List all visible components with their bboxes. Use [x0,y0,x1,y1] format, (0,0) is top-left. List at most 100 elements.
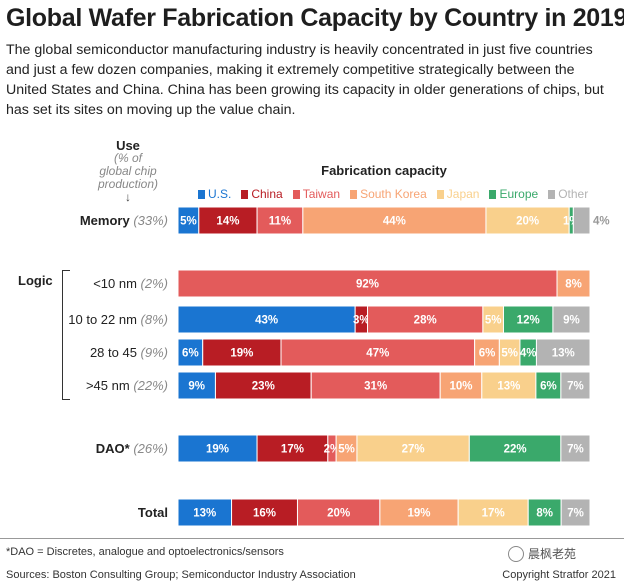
segment-value-label: 12% [517,315,540,327]
segment-value-label: 20% [516,216,539,228]
segment-value-label: 7% [567,381,584,393]
fabrication-capacity-title: Fabrication capacity [321,163,447,178]
copyright: Copyright Stratfor 2021 [502,569,616,581]
bar-segment [356,434,470,463]
use-note-line: production) [97,177,159,191]
row-label: >45 nm (22%) [86,378,168,393]
segment-value-label: 4% [520,348,537,360]
footer-divider [0,538,624,539]
row-label: Memory (33%) [80,213,168,228]
segment-value-label: 16% [253,508,276,520]
segment-value-label: 7% [567,508,584,520]
legend-swatch [292,189,300,199]
bar-segment [560,498,591,527]
segment-value-label: 6% [540,381,557,393]
segment-value-label: 17% [281,444,304,456]
segment-value-label: 5% [501,348,518,360]
bar-segment [310,371,441,400]
bar-segment [177,434,258,463]
sources: Sources: Boston Consulting Group; Semico… [6,569,356,581]
segment-value-label: 6% [182,348,199,360]
segment-value-label: 10% [449,381,472,393]
legend-item: Taiwan [292,187,341,201]
segment-value-label: 19% [230,348,253,360]
bar-segment [214,371,312,400]
logic-group-label: Logic [18,273,53,288]
segment-value-label: 44% [383,216,406,228]
bar-segment [502,305,554,334]
bar-segment [202,338,282,367]
segment-value-label: 9% [188,381,205,393]
chart-title: Global Wafer Fabrication Capacity by Cou… [6,4,624,32]
legend-label: Japan [446,187,480,201]
legend: U.S. China Taiwan South Korea Japan Europe Oth… [198,187,588,201]
use-title: Use [116,138,140,153]
segment-value-label: 19% [206,444,229,456]
bar-segment [379,498,459,527]
segment-value-label: 3% [353,315,370,327]
watermark: 晨枫老苑 [508,545,576,562]
bar-segment [231,498,298,527]
segment-value-label: 47% [366,348,389,360]
segment-value-label: 7% [567,444,584,456]
watermark-logo-icon [508,545,524,562]
bar-segment [296,498,381,527]
segment-value-label: 9% [563,315,580,327]
segment-value-label: 8% [565,279,582,291]
segment-value-label: 22% [504,444,527,456]
segment-value-label: 13% [552,348,575,360]
legend-item: South Korea [350,187,427,201]
segment-value-label: 5% [180,216,197,228]
legend-label: Other [558,187,589,201]
chart-subtitle: The global semiconductor manufacturing i… [6,42,604,118]
segment-value-label: 92% [356,279,379,291]
legend-swatch [489,189,497,199]
legend-item: Europe [489,187,538,201]
segment-value-label: 20% [327,508,350,520]
bar-segment [177,269,558,298]
bar-segment [552,305,591,334]
segment-value-label: 27% [402,444,425,456]
segment-value-label: 31% [364,381,387,393]
watermark-text: 晨枫老苑 [528,547,577,561]
use-note-line: (% of [113,151,142,165]
segment-value-label: 23% [252,381,275,393]
legend-swatch [436,189,444,199]
legend-label: Europe [499,187,539,201]
bar-segment [560,434,591,463]
row-label: 10 to 22 nm (8%) [68,312,168,327]
bar-segment [485,206,570,235]
bar-segment [535,371,562,400]
legend-swatch [350,189,358,199]
bar-segment [468,434,562,463]
footnote: *DAO = Discretes, analogue and optoelect… [6,546,284,558]
segment-value-label: 43% [255,315,278,327]
legend-label: South Korea [360,187,427,201]
bar-segment [439,371,483,400]
legend-item: China [241,187,283,201]
bar-segment [198,206,258,235]
bar-segment [367,305,484,334]
legend-label: Taiwan [302,187,341,201]
legend-swatch [198,189,205,199]
bar-segment [457,498,529,527]
logic-group-bracket [62,270,70,400]
row-label: <10 nm (2%) [93,276,168,291]
segment-value-label: 5% [338,444,355,456]
use-column-header: Use (% of global chip production) ↓ [80,139,176,204]
bar-segment [560,371,591,400]
legend-swatch [241,189,249,199]
use-note-line: global chip [99,164,157,178]
stacked-bar-chart: Memory (33%) 5% 14% 11% 44% 20% 1% 4%<10 nm (2%… [68,206,610,527]
legend-swatch [548,189,556,199]
bar-segment [302,206,487,235]
segment-value-label: 13% [497,381,520,393]
segment-value-label: 14% [216,216,239,228]
segment-value-label: 19% [408,508,431,520]
bar-segment [535,338,591,367]
legend-item: Other [548,187,588,201]
segment-value-label: 5% [485,315,502,327]
down-arrow-icon: ↓ [125,190,131,204]
bar-segment [177,305,356,334]
row-label: DAO* (26%) [96,441,168,456]
